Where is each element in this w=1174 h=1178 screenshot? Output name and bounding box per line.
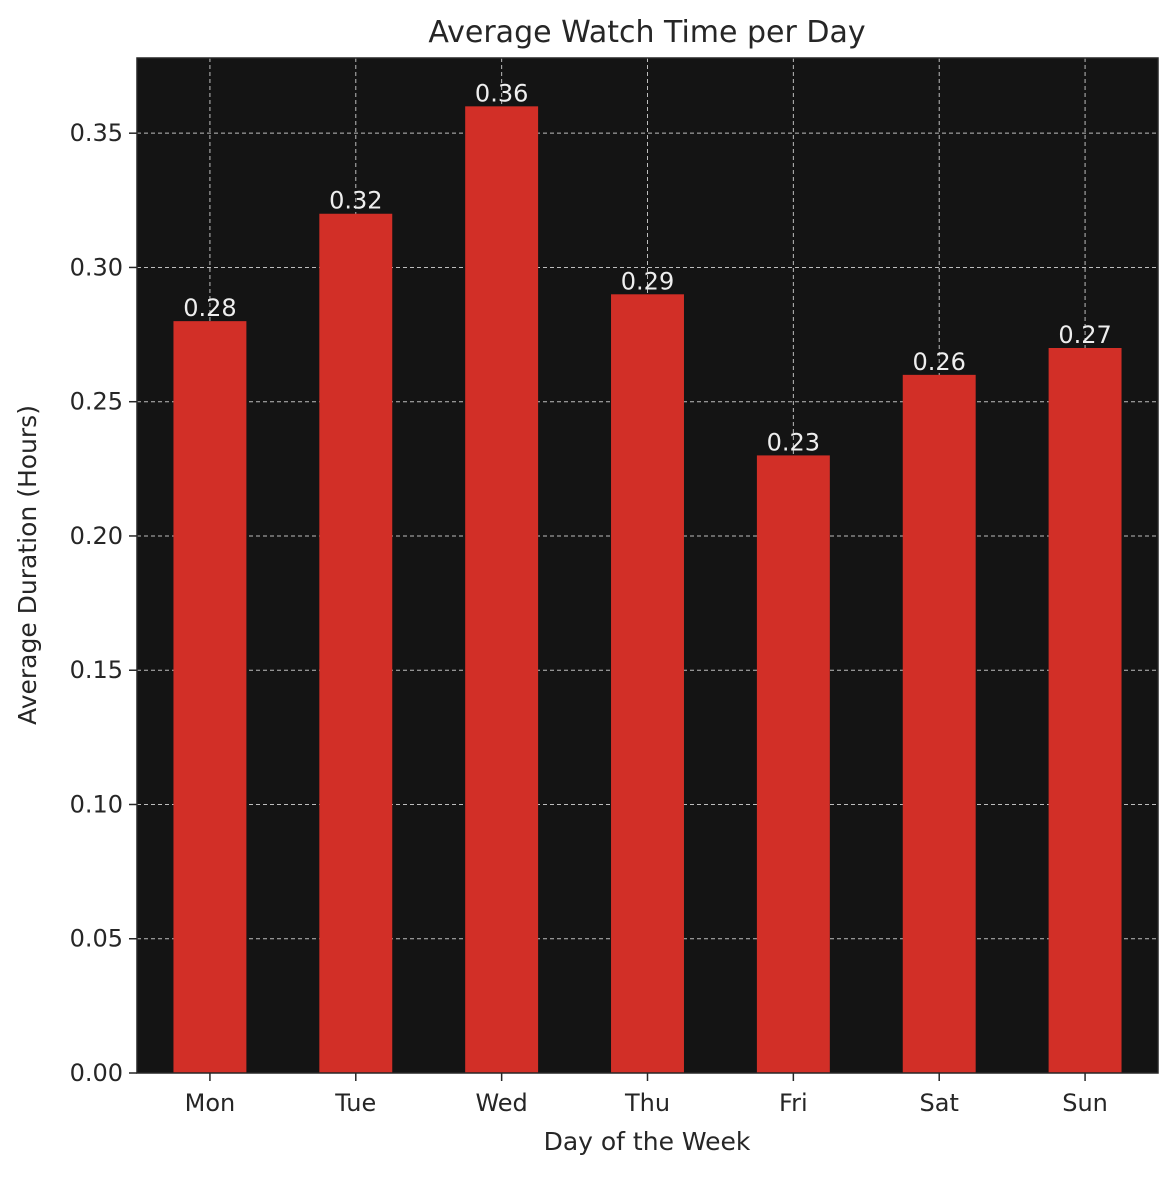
x-tick-label-sun: Sun bbox=[1062, 1089, 1108, 1117]
y-tick-label: 0.25 bbox=[70, 388, 123, 416]
data-label-mon: 0.28 bbox=[183, 294, 236, 322]
bar-sun bbox=[1048, 348, 1122, 1073]
bar-sat bbox=[902, 374, 976, 1074]
x-tick-label-wed: Wed bbox=[475, 1089, 527, 1117]
plot-frame bbox=[136, 57, 1159, 1074]
data-label-fri: 0.23 bbox=[767, 428, 820, 456]
bar-fri bbox=[756, 455, 830, 1073]
axes bbox=[129, 57, 1159, 1081]
x-tick-label-sat: Sat bbox=[920, 1089, 959, 1117]
x-tick-label-thu: Thu bbox=[624, 1089, 670, 1117]
y-tick-label: 0.15 bbox=[70, 656, 123, 684]
x-tick-label-tue: Tue bbox=[334, 1089, 376, 1117]
y-tick-label: 0.30 bbox=[70, 253, 123, 281]
bar-mon bbox=[173, 321, 247, 1073]
x-tick-label-mon: Mon bbox=[185, 1089, 236, 1117]
bars bbox=[173, 106, 1122, 1074]
data-label-thu: 0.29 bbox=[621, 267, 674, 295]
bar-tue bbox=[319, 213, 393, 1074]
bar-wed bbox=[465, 106, 539, 1074]
y-tick-label: 0.35 bbox=[70, 119, 123, 147]
y-tick-label: 0.05 bbox=[70, 925, 123, 953]
y-tick-label: 0.00 bbox=[70, 1059, 123, 1087]
data-label-tue: 0.32 bbox=[329, 187, 382, 215]
data-label-sun: 0.27 bbox=[1058, 321, 1111, 349]
y-axis-title: Average Duration (Hours) bbox=[13, 405, 42, 725]
x-axis-title: Day of the Week bbox=[544, 1127, 751, 1156]
chart-title: Average Watch Time per Day bbox=[428, 15, 865, 50]
data-label-wed: 0.36 bbox=[475, 79, 528, 107]
y-tick-label: 0.20 bbox=[70, 522, 123, 550]
tick-labels: 0.00 0.05 0.10 0.15 0.20 0.25 0.30 0.35 Mon Tue We… bbox=[70, 119, 1108, 1117]
x-tick-label-fri: Fri bbox=[779, 1089, 808, 1117]
data-label-sat: 0.26 bbox=[912, 348, 965, 376]
y-tick-label: 0.10 bbox=[70, 790, 123, 818]
bar-thu bbox=[611, 294, 684, 1074]
data-labels: 0.28 0.32 0.36 0.29 0.23 0.26 0.27 bbox=[183, 79, 1112, 456]
